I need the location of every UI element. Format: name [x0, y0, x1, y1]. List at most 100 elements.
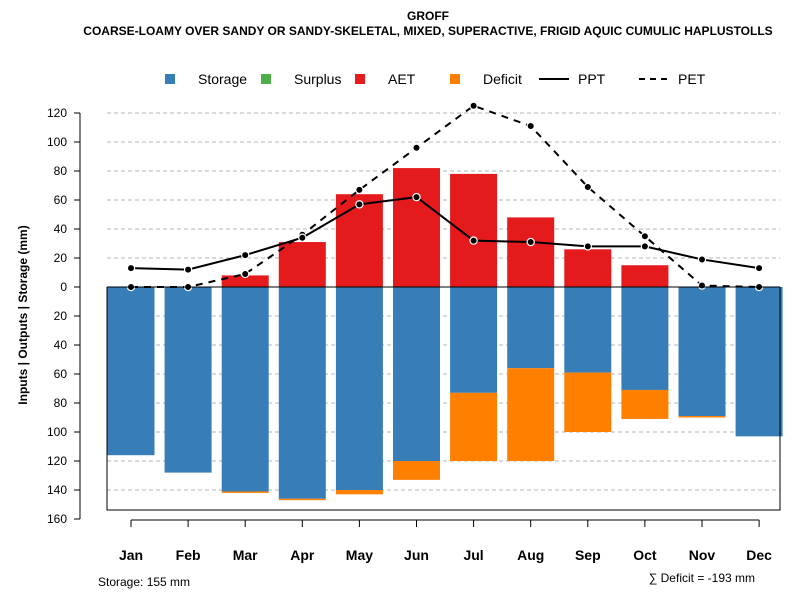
deficit-footnote: ∑ Deficit = -193 mm: [649, 571, 755, 585]
x-tick-label: Sep: [575, 547, 601, 563]
series-lines: [126, 101, 764, 292]
deficit-bar: [335, 490, 383, 495]
pet-point: [526, 121, 535, 131]
ppt-point: [355, 200, 364, 209]
storage-bar: [450, 287, 498, 393]
x-tick-label: Dec: [746, 547, 772, 563]
ppt-point: [526, 237, 535, 247]
y-tick-label: 80: [54, 164, 68, 178]
y-tick-label: 120: [47, 454, 67, 468]
ppt-point: [697, 255, 707, 264]
x-tick-label: Jan: [119, 547, 143, 563]
ppt-point: [469, 236, 478, 245]
y-tick-label: 20: [54, 309, 68, 323]
deficit-bar: [393, 461, 440, 480]
x-tick-label: Jun: [404, 547, 429, 563]
legend-label: AET: [388, 71, 416, 87]
ppt-point: [412, 192, 421, 202]
aet-bar: [621, 265, 669, 287]
storage-bar: [278, 287, 326, 499]
storage-footnote: Storage: 155 mm: [98, 575, 190, 589]
aet-bar: [278, 242, 326, 287]
y-tick-label: 100: [47, 425, 67, 439]
ppt-point: [583, 242, 593, 251]
y-tick-label: 60: [54, 193, 68, 207]
deficit-bar: [221, 491, 269, 493]
deficit-bar: [450, 392, 498, 461]
deficit-bar: [507, 368, 555, 461]
ppt-point: [298, 233, 307, 242]
deficit-bar: [621, 389, 669, 419]
aet-bar: [507, 217, 555, 287]
bars: [107, 168, 783, 501]
legend-label: Storage: [198, 71, 247, 87]
aet-bar: [564, 249, 612, 287]
x-tick-label: Aug: [517, 547, 544, 563]
y-tick-label: 80: [54, 396, 68, 410]
y-tick-label: 60: [54, 367, 68, 381]
x-tick-label: Feb: [176, 547, 201, 563]
y-tick-label: 120: [47, 106, 67, 120]
grid-lines: [107, 112, 780, 491]
pet-point: [355, 185, 364, 195]
y-axis-title: Inputs | Outputs | Storage (mm): [16, 225, 30, 404]
y-tick-label: 0: [60, 280, 67, 294]
y-tick-label: 100: [47, 135, 67, 149]
aet-bar: [221, 275, 269, 287]
storage-bar: [164, 287, 212, 473]
ppt-point: [126, 263, 136, 273]
y-tick-label: 40: [54, 222, 68, 236]
legend-swatch: [355, 74, 365, 84]
pet-point: [583, 182, 593, 192]
chart-subtitle: COARSE-LOAMY OVER SANDY OR SANDY-SKELETA…: [83, 24, 772, 38]
pet-point: [697, 281, 707, 290]
storage-bar: [678, 287, 726, 417]
legend-swatch: [261, 74, 271, 84]
deficit-bar: [678, 416, 726, 418]
storage-bar: [621, 287, 669, 390]
x-tick-label: Oct: [633, 547, 657, 563]
x-tick-label: Mar: [233, 547, 258, 563]
ppt-point: [183, 265, 193, 274]
aet-bar: [335, 194, 383, 287]
deficit-bar: [278, 498, 326, 501]
pet-point: [640, 232, 650, 241]
storage-bar: [335, 287, 383, 490]
storage-bar: [221, 287, 269, 492]
x-tick-label: Nov: [689, 547, 716, 563]
pet-point: [412, 143, 421, 152]
plot-box: [106, 287, 781, 511]
pet-line: [131, 104, 760, 288]
y-tick-label: 140: [47, 483, 67, 497]
deficit-bar: [564, 372, 612, 432]
storage-bar: [107, 287, 155, 456]
chart-title: GROFF: [407, 9, 449, 23]
x-tick-label: May: [346, 547, 373, 563]
legend-label: PET: [678, 71, 706, 87]
ppt-point: [640, 242, 650, 251]
y-tick-label: 20: [54, 251, 68, 265]
legend-label: PPT: [578, 71, 606, 87]
aet-bar: [450, 173, 498, 287]
legend-swatch: [450, 74, 460, 84]
legend: Storage Surplus AET Deficit PPT PET: [165, 71, 706, 87]
aet-bar: [393, 168, 440, 287]
legend-swatch: [165, 74, 175, 84]
storage-bar: [507, 287, 555, 369]
ppt-line: [130, 196, 760, 271]
storage-bar: [564, 287, 612, 373]
ppt-point: [240, 250, 250, 260]
x-tick-label: Jul: [463, 547, 483, 563]
storage-bar: [735, 287, 783, 437]
pet-point: [240, 269, 250, 279]
y-tick-label: 40: [54, 338, 68, 352]
y-tick-label: 160: [47, 512, 67, 526]
ppt-point: [754, 263, 764, 273]
legend-label: Surplus: [294, 71, 341, 87]
legend-label: Deficit: [483, 71, 522, 87]
storage-bar: [393, 287, 440, 461]
pet-point: [469, 101, 478, 110]
x-tick-label: Apr: [290, 547, 315, 563]
axes: 120 100 80 60 40 20 0 20 40 60 80 100 120 140 160 Jan Fe…: [47, 106, 781, 563]
